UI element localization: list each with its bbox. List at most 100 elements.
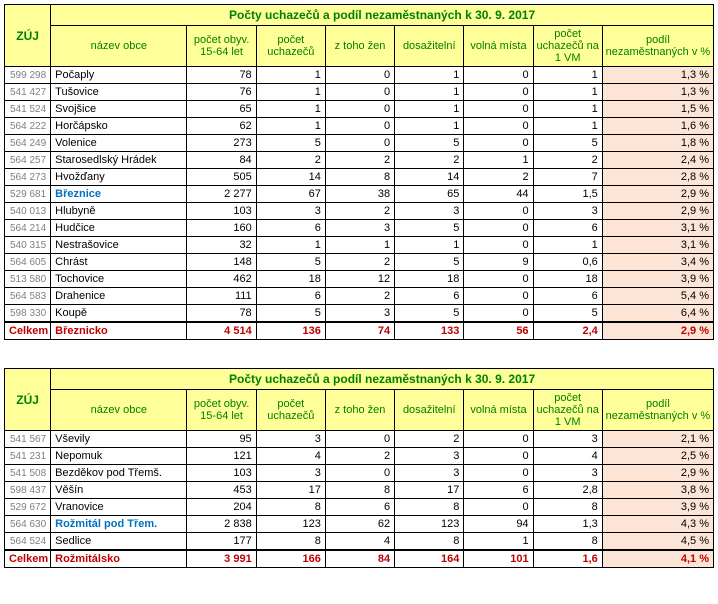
table-row: 541 427Tušovice76101011,3 % (5, 84, 714, 101)
total-pct: 2,9 % (602, 322, 713, 340)
cell-women: 0 (325, 465, 394, 482)
cell-zuj: 541 231 (5, 448, 51, 465)
cell-reach: 5 (395, 135, 464, 152)
total-reach: 133 (395, 322, 464, 340)
total-pop: 4 514 (187, 322, 256, 340)
header-pct: podíl nezaměstnaných v % (602, 390, 713, 431)
total-reach: 164 (395, 550, 464, 568)
cell-reach: 2 (395, 431, 464, 448)
cell-women: 0 (325, 135, 394, 152)
cell-vac: 0 (464, 101, 533, 118)
cell-women: 4 (325, 533, 394, 551)
cell-name: Hlubyně (51, 203, 187, 220)
table-row: 599 298Počaply78101011,3 % (5, 67, 714, 84)
cell-per_vm: 1 (533, 67, 602, 84)
cell-appl: 67 (256, 186, 325, 203)
cell-reach: 8 (395, 533, 464, 551)
cell-vac: 0 (464, 237, 533, 254)
cell-pop: 148 (187, 254, 256, 271)
cell-women: 0 (325, 101, 394, 118)
total-vac: 56 (464, 322, 533, 340)
cell-reach: 1 (395, 67, 464, 84)
cell-per_vm: 5 (533, 135, 602, 152)
cell-per_vm: 8 (533, 499, 602, 516)
table-row: 564 273Hvožďany50514814272,8 % (5, 169, 714, 186)
cell-women: 2 (325, 203, 394, 220)
total-pct: 4,1 % (602, 550, 713, 568)
cell-zuj: 598 330 (5, 305, 51, 323)
cell-pct: 1,3 % (602, 84, 713, 101)
cell-pct: 1,6 % (602, 118, 713, 135)
table-title: Počty uchazečů a podíl nezaměstnaných k … (51, 369, 714, 390)
header-appl: počet uchazečů (256, 390, 325, 431)
cell-pop: 65 (187, 101, 256, 118)
cell-women: 62 (325, 516, 394, 533)
cell-pct: 4,5 % (602, 533, 713, 551)
cell-appl: 17 (256, 482, 325, 499)
cell-name: Nepomuk (51, 448, 187, 465)
cell-pct: 2,5 % (602, 448, 713, 465)
cell-vac: 0 (464, 288, 533, 305)
cell-vac: 1 (464, 533, 533, 551)
header-per-vm: počet uchazečů na 1 VM (533, 390, 602, 431)
cell-reach: 1 (395, 118, 464, 135)
cell-pop: 103 (187, 203, 256, 220)
cell-appl: 1 (256, 237, 325, 254)
cell-pct: 3,1 % (602, 237, 713, 254)
cell-appl: 1 (256, 101, 325, 118)
cell-per_vm: 1 (533, 237, 602, 254)
cell-appl: 4 (256, 448, 325, 465)
cell-reach: 14 (395, 169, 464, 186)
cell-pop: 177 (187, 533, 256, 551)
cell-reach: 18 (395, 271, 464, 288)
cell-name: Nestrašovice (51, 237, 187, 254)
cell-appl: 1 (256, 67, 325, 84)
cell-pct: 2,8 % (602, 169, 713, 186)
cell-zuj: 513 580 (5, 271, 51, 288)
cell-women: 1 (325, 237, 394, 254)
cell-name: Rožmitál pod Třem. (51, 516, 187, 533)
table-row: 541 524Svojšice65101011,5 % (5, 101, 714, 118)
cell-pct: 6,4 % (602, 305, 713, 323)
total-name: Rožmitálsko (51, 550, 187, 568)
cell-vac: 1 (464, 152, 533, 169)
cell-zuj: 564 273 (5, 169, 51, 186)
cell-per_vm: 1 (533, 84, 602, 101)
cell-per_vm: 1 (533, 101, 602, 118)
cell-pop: 76 (187, 84, 256, 101)
cell-appl: 1 (256, 84, 325, 101)
cell-women: 8 (325, 482, 394, 499)
cell-appl: 6 (256, 220, 325, 237)
total-pop: 3 991 (187, 550, 256, 568)
cell-vac: 0 (464, 220, 533, 237)
cell-pct: 3,1 % (602, 220, 713, 237)
cell-vac: 0 (464, 84, 533, 101)
cell-name: Volenice (51, 135, 187, 152)
cell-reach: 5 (395, 305, 464, 323)
cell-name: Věšín (51, 482, 187, 499)
cell-appl: 2 (256, 152, 325, 169)
header-name: název obce (51, 390, 187, 431)
cell-vac: 2 (464, 169, 533, 186)
cell-per_vm: 1,5 (533, 186, 602, 203)
cell-reach: 65 (395, 186, 464, 203)
cell-pct: 1,5 % (602, 101, 713, 118)
table-row: 529 672Vranovice204868083,9 % (5, 499, 714, 516)
cell-pop: 121 (187, 448, 256, 465)
cell-women: 0 (325, 118, 394, 135)
cell-reach: 5 (395, 220, 464, 237)
cell-pop: 273 (187, 135, 256, 152)
cell-name: Bezděkov pod Třemš. (51, 465, 187, 482)
cell-pop: 111 (187, 288, 256, 305)
total-name: Březnicko (51, 322, 187, 340)
cell-appl: 5 (256, 305, 325, 323)
cell-zuj: 564 524 (5, 533, 51, 551)
table-row: 564 583Drahenice111626065,4 % (5, 288, 714, 305)
total-zuj: Celkem (5, 550, 51, 568)
table-title-row: ZÚJ Počty uchazečů a podíl nezaměstnanýc… (5, 5, 714, 26)
cell-vac: 0 (464, 305, 533, 323)
cell-pct: 2,4 % (602, 152, 713, 169)
header-pop: počet obyv. 15-64 let (187, 26, 256, 67)
cell-appl: 14 (256, 169, 325, 186)
cell-women: 3 (325, 220, 394, 237)
